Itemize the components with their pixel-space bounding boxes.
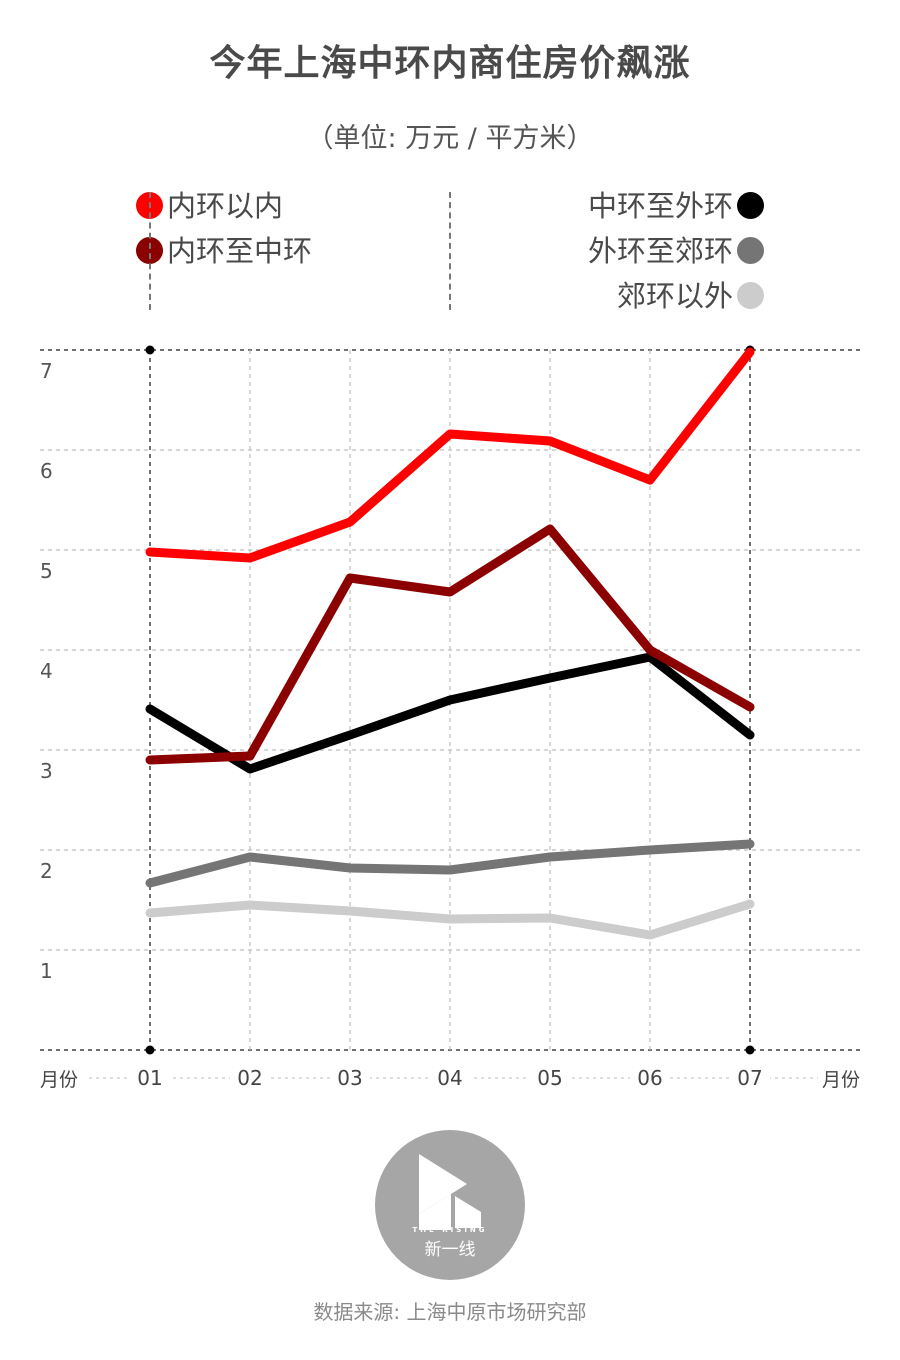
- series-line-4: [145, 899, 755, 940]
- legend-item-middle-to-outer: 中环至外环: [588, 186, 764, 226]
- brand-logo: THE RISING 新一线: [375, 1130, 525, 1280]
- x-axis-title-right: 月份: [822, 1069, 860, 1091]
- legend-label: 内环至中环: [167, 234, 313, 268]
- legend-divider-left: [149, 192, 151, 310]
- legend-label: 内环以内: [167, 189, 284, 223]
- x-tick-bg-03: [330, 1066, 370, 1090]
- legend-item-inner-ring: 内环以内: [136, 186, 283, 226]
- corner-marker-2: [145, 1045, 155, 1055]
- play-logo-icon: [419, 1154, 481, 1230]
- x-tick-bg-06: [630, 1066, 670, 1090]
- y-tick-label-6: 6: [40, 459, 53, 483]
- y-tick-label-1: 1: [40, 959, 53, 983]
- x-tick-label-01: 01: [137, 1066, 162, 1090]
- x-tick-bg-05: [530, 1066, 570, 1090]
- series-line-0: [145, 347, 755, 563]
- y-tick-label-2: 2: [40, 859, 53, 883]
- x-tick-bg-01: [130, 1066, 170, 1090]
- logo-tagline: THE RISING: [412, 1226, 488, 1234]
- line-chart: 1 2 3 4 5 6 7 01 02 03 04 05 06 07 月份 月份: [38, 345, 864, 1091]
- legend-divider-middle: [449, 192, 451, 310]
- corner-marker-0: [145, 345, 155, 355]
- x-tick-label-03: 03: [337, 1066, 362, 1090]
- legend-dot-middle-to-outer: [737, 191, 764, 219]
- x-tick-bg-07: [730, 1066, 770, 1090]
- x-tick-label-05: 05: [537, 1066, 562, 1090]
- x-tick-label-04: 04: [437, 1066, 462, 1090]
- chart-subtitle: （单位: 万元 / 平方米）: [306, 123, 594, 154]
- legend-item-outer-to-suburban: 外环至郊环: [588, 231, 764, 271]
- legend-item-beyond-suburban: 郊环以外: [617, 276, 764, 316]
- legend-dot-outer-to-suburban: [737, 236, 764, 264]
- x-tick-bg-02: [230, 1066, 270, 1090]
- legend-dot-beyond-suburban: [737, 281, 764, 309]
- logo-name: 新一线: [424, 1240, 476, 1260]
- legend-label: 郊环以外: [616, 279, 733, 313]
- corner-marker-3: [745, 1045, 755, 1055]
- x-axis-title-left: 月份: [40, 1069, 78, 1091]
- x-axis-title-bg-left: [38, 1065, 88, 1091]
- legend-label: 外环至郊环: [587, 234, 733, 268]
- y-tick-label-3: 3: [40, 759, 53, 783]
- series-line-2: [145, 652, 755, 774]
- x-axis-title-bg-right: [818, 1065, 864, 1091]
- data-source: 数据来源: 上海中原市场研究部: [313, 1300, 587, 1324]
- legend-label: 中环至外环: [587, 189, 733, 223]
- x-tick-label-02: 02: [237, 1066, 262, 1090]
- x-tick-bg-04: [430, 1066, 470, 1090]
- x-tick-label-07: 07: [737, 1066, 762, 1090]
- y-tick-label-5: 5: [40, 559, 53, 583]
- y-tick-label-4: 4: [40, 659, 53, 683]
- x-tick-label-06: 06: [637, 1066, 662, 1090]
- chart-title: 今年上海中环内商住房价飙涨: [209, 43, 691, 84]
- series-line-3: [145, 839, 755, 888]
- y-tick-label-7: 7: [40, 359, 53, 383]
- series-line-1: [145, 524, 755, 765]
